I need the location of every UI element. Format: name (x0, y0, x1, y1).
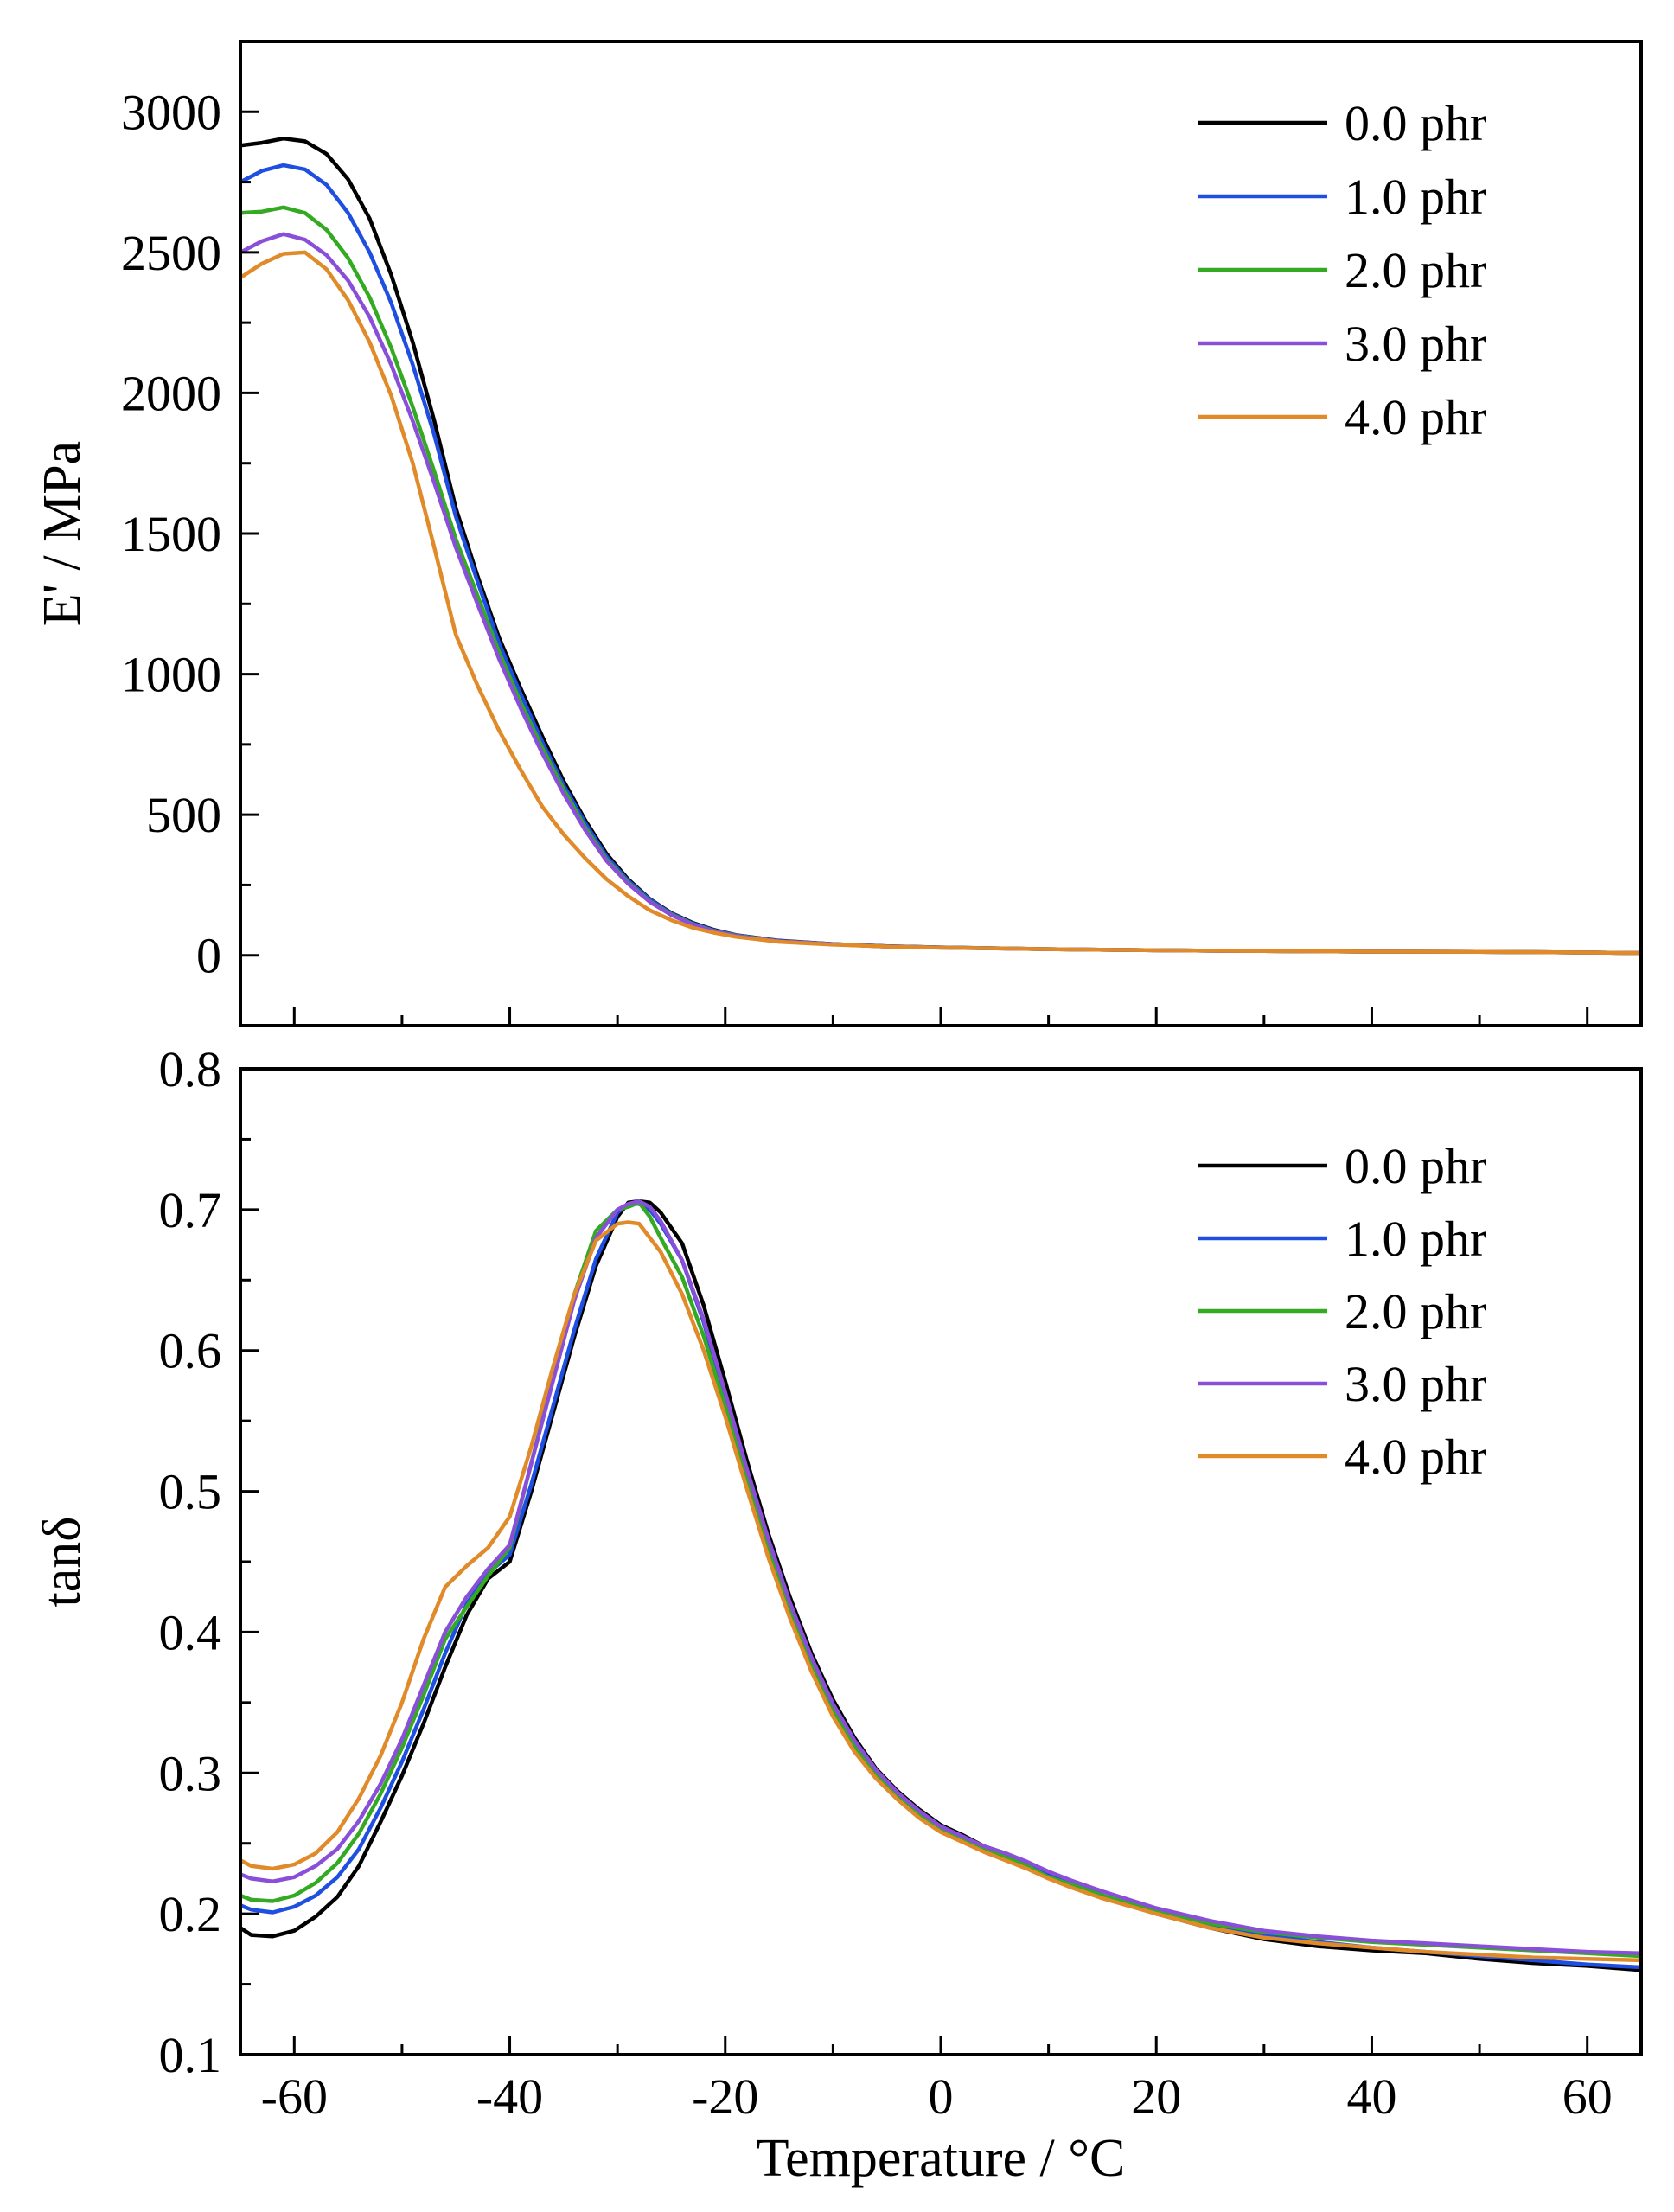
y-tick-label: 2000 (121, 365, 221, 421)
x-tick-label: -40 (476, 2068, 543, 2125)
y-axis-label: tanδ (33, 1517, 92, 1608)
y-tick-label: 0.4 (159, 1604, 222, 1660)
series-line-3.0-phr (240, 1199, 1641, 1955)
legend-label: 0.0 phr (1345, 1138, 1486, 1194)
y-tick-label: 0.1 (159, 2027, 222, 2083)
legend-label: 2.0 phr (1345, 242, 1486, 298)
series-line-2.0-phr (240, 1200, 1641, 1959)
series-line-4.0-phr (240, 250, 1641, 956)
legend-label: 1.0 phr (1345, 1211, 1486, 1267)
x-tick-label: -60 (261, 2068, 328, 2125)
legend: 0.0 phr 1.0 phr 2.0 phr 3.0 phr 4.0 phr (1198, 95, 1486, 445)
y-tick-label: 0.5 (159, 1464, 222, 1520)
y-tick-label: 0.8 (159, 1041, 222, 1097)
legend-label: 2.0 phr (1345, 1283, 1486, 1339)
series-group (240, 136, 1641, 956)
x-tick-label: 0 (929, 2068, 954, 2125)
y-tick-label: 0.2 (159, 1886, 222, 1942)
legend-label: 0.0 phr (1345, 95, 1486, 151)
panel-tan-delta: -60 -40 -20 0 20 40 60 0.1 0.2 0.3 0.4 0.5 0.6 0.7 0.8… (33, 1041, 1643, 2188)
x-axis-label: Temperature / °C (757, 2129, 1126, 2188)
legend-label: 1.0 phr (1345, 169, 1486, 225)
series-line-4.0-phr (240, 1220, 1641, 1963)
panel-storage-modulus: 0 500 1000 1500 2000 2500 3000 E' / MPa 0.0 phr 1… (33, 40, 1643, 1027)
y-tick-label: 2500 (121, 225, 221, 281)
y-tick-label: 1000 (121, 647, 221, 703)
y-tick-label: 0 (196, 928, 221, 984)
x-tick-label: -20 (692, 2068, 758, 2125)
x-tick-label: 60 (1562, 2068, 1613, 2125)
y-tick-label: 0.3 (159, 1745, 222, 1801)
y-tick-label: 1500 (121, 506, 221, 562)
y-tick-label: 3000 (121, 84, 221, 140)
legend-label: 4.0 phr (1345, 389, 1486, 445)
x-tick-label: 20 (1131, 2068, 1181, 2125)
y-axis-label: E' / MPa (33, 441, 92, 626)
y-tick-label: 500 (146, 787, 221, 843)
legend: 0.0 phr 1.0 phr 2.0 phr 3.0 phr 4.0 phr (1198, 1138, 1486, 1485)
y-tick-label: 0.6 (159, 1323, 222, 1379)
series-group (240, 1199, 1641, 1972)
legend-label: 3.0 phr (1345, 1356, 1486, 1412)
legend-label: 3.0 phr (1345, 316, 1486, 372)
y-tick-label: 0.7 (159, 1182, 222, 1238)
x-tick-label: 40 (1346, 2068, 1396, 2125)
legend-label: 4.0 phr (1345, 1429, 1486, 1485)
